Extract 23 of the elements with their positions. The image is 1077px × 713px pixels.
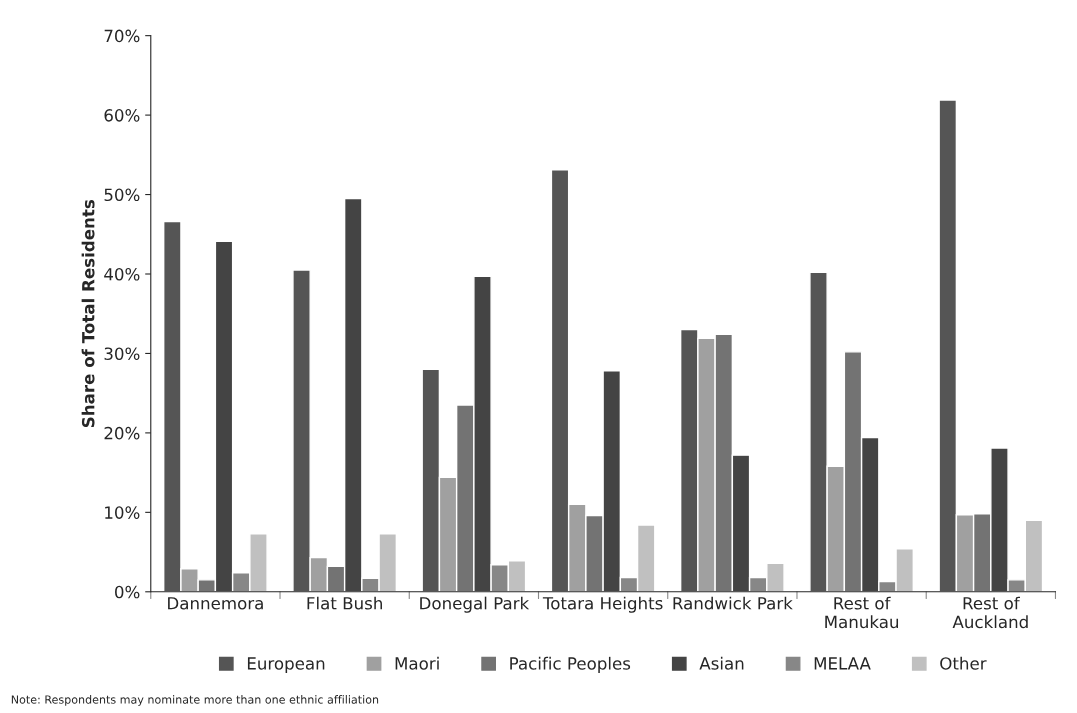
x-tick-label: Rest of Manukau [825,596,899,629]
legend-label: Asian [699,656,744,670]
y-tick-label: 20% [104,426,140,440]
x-tick-label: Totara Heights [542,596,663,613]
y-tick-label: 10% [105,506,140,519]
y-tick-label: 60% [104,109,140,122]
x-tick-label: Randwick Park [673,596,793,610]
legend-label: Maori [395,656,439,670]
legend-label: MELAA [814,657,871,670]
text: Note: Respondents may nominate more than one ethnic affiliation [11,695,379,706]
y-tick-label: 50% [104,188,140,202]
y-tick-label: 30% [104,347,140,361]
y-tick-label: 40% [104,267,140,281]
legend-label: Other [940,656,987,670]
y-tick-label: 70% [104,29,140,43]
x-tick-label: Dannemora [168,597,263,610]
legend-label: Pacific Peoples [510,656,631,673]
y-tick-label: 0% [115,585,140,599]
y-axis-title: Share of Total Residents [81,199,95,428]
x-tick-label: Flat Bush [307,596,382,610]
x-tick-label: Donegal Park [420,596,530,613]
legend-label: European [247,657,325,673]
x-tick-label: Rest of Auckland [952,596,1028,629]
